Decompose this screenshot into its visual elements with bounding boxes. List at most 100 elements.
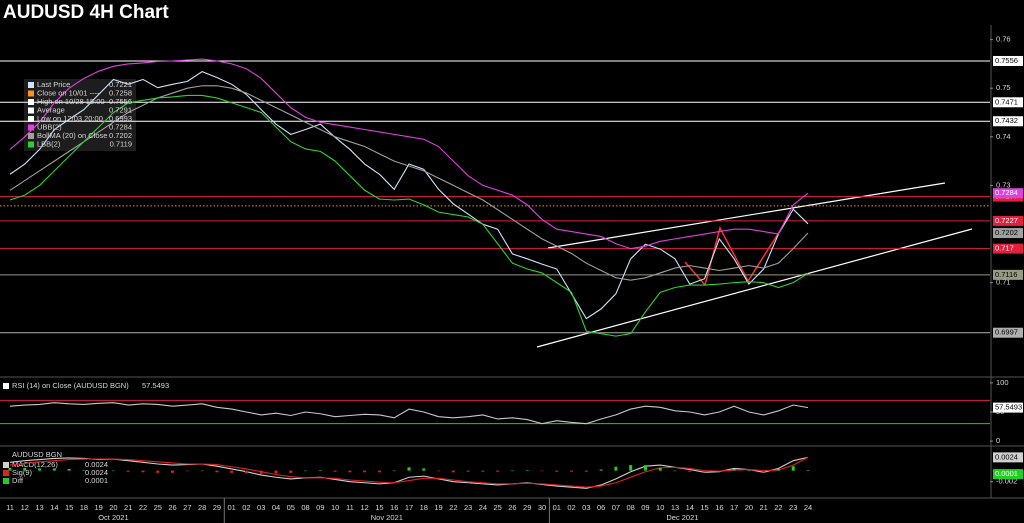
- diff-bar: [629, 465, 633, 471]
- level-label-box: [993, 215, 1023, 226]
- x-tick-label: 16: [390, 503, 398, 512]
- x-tick-label: 10: [656, 503, 664, 512]
- legend-box: [24, 79, 136, 151]
- panel-value: 57.5493: [142, 381, 169, 390]
- legend-swatch: [28, 141, 34, 148]
- diff-bar: [67, 468, 71, 471]
- x-tick-label: 15: [700, 503, 708, 512]
- x-tick-label: 08: [301, 503, 309, 512]
- diff-bar: [200, 470, 204, 472]
- diff-bar: [38, 468, 42, 471]
- diff-bar: [510, 470, 514, 472]
- y-tick-label: 0.71: [996, 278, 1011, 287]
- level-label-box: [993, 116, 1023, 127]
- x-tick-label: 23: [789, 503, 797, 512]
- legend-label: UBB(2): [37, 122, 62, 131]
- legend-swatch: [3, 470, 9, 476]
- legend-label: LBB(2): [37, 139, 61, 148]
- diff-bar: [776, 468, 780, 471]
- diff-bar: [82, 470, 86, 471]
- diff-bar: [97, 470, 101, 472]
- series-end-label-box: [993, 228, 1023, 239]
- legend-label: Low on 12/03 20:00: [37, 114, 103, 123]
- x-tick-label: 23: [464, 503, 472, 512]
- legend-value: 0.0001: [85, 476, 108, 485]
- legend-value: 0.7556: [109, 97, 132, 106]
- legend-value: 0.6993: [109, 114, 132, 123]
- diff-bar: [363, 470, 367, 473]
- diff-bar: [141, 470, 145, 473]
- diff-bar: [8, 467, 12, 471]
- last-value-label: 57.5493: [995, 403, 1022, 412]
- x-tick-label: 21: [759, 503, 767, 512]
- series-end-label: 0.0024: [995, 452, 1018, 461]
- series-end-label: 0.7284: [995, 188, 1018, 197]
- x-tick-label: 04: [272, 503, 280, 512]
- series-line: [9, 402, 809, 425]
- diff-bar: [525, 470, 529, 471]
- month-label: Nov 2021: [371, 513, 403, 522]
- legend-label: Sig(9): [12, 468, 33, 477]
- diff-bar: [688, 470, 692, 472]
- x-tick-label: 29: [523, 503, 531, 512]
- diff-bar: [230, 470, 234, 473]
- level-label: 0.7116: [995, 270, 1017, 279]
- x-tick-label: 27: [183, 503, 191, 512]
- x-tick-label: 11: [346, 503, 354, 512]
- diff-bar: [259, 470, 263, 474]
- diff-bar: [481, 470, 485, 472]
- diff-bar: [422, 468, 426, 471]
- month-label: Oct 2021: [98, 513, 128, 522]
- level-label-box: [993, 269, 1023, 280]
- series-line: [9, 456, 809, 488]
- x-tick-label: 12: [21, 503, 29, 512]
- diff-bar: [451, 470, 455, 473]
- x-tick-label: 28: [198, 503, 206, 512]
- panel-title: RSI (14) on Close (AUDUSD BGN): [12, 381, 129, 390]
- x-tick-label: 19: [434, 503, 442, 512]
- diff-bar: [806, 470, 810, 471]
- level-label-box: [993, 55, 1023, 66]
- x-tick-label: 15: [65, 503, 73, 512]
- diff-bar: [703, 470, 707, 473]
- level-label: 0.7227: [995, 216, 1018, 225]
- legend-swatch: [28, 82, 34, 88]
- diff-bar: [717, 470, 721, 472]
- y-tick-label: 100: [996, 378, 1009, 387]
- x-tick-label: 25: [154, 503, 162, 512]
- diff-bar: [274, 470, 278, 474]
- legend-label: Last Price: [37, 80, 70, 89]
- legend-value: 0.7119: [110, 139, 132, 148]
- x-tick-label: 22: [774, 503, 782, 512]
- legend-swatch: [28, 124, 34, 131]
- legend-value: 0.0024: [85, 460, 108, 469]
- x-tick-label: 18: [420, 503, 428, 512]
- diff-bar: [407, 467, 411, 471]
- x-tick-label: 09: [641, 503, 649, 512]
- legend-swatch: [28, 90, 34, 97]
- legend-value: 0.7202: [109, 131, 132, 140]
- diff-bar: [52, 468, 56, 471]
- x-tick-label: 30: [538, 503, 546, 512]
- x-tick-label: 21: [124, 503, 132, 512]
- diff-bar: [377, 470, 381, 473]
- legend-swatch: [3, 383, 9, 389]
- legend-label: Close on 10/01 ----: [37, 88, 100, 97]
- diff-bar: [111, 470, 115, 472]
- diff-bar: [333, 470, 337, 472]
- diff-bar: [171, 470, 175, 473]
- diff-bar: [614, 466, 618, 471]
- legend-label: BollMA (20) on Close: [37, 131, 107, 140]
- diff-bar: [156, 470, 160, 473]
- level-label-box: [993, 97, 1023, 108]
- x-tick-label: 13: [671, 503, 679, 512]
- month-label: Dec 2021: [666, 513, 698, 522]
- diff-bar: [496, 470, 500, 472]
- x-tick-label: 20: [745, 503, 753, 512]
- series-line: [9, 71, 809, 320]
- series-end-label-box: [993, 469, 1023, 480]
- last-value-label-box: [993, 402, 1023, 413]
- x-tick-label: 18: [80, 503, 88, 512]
